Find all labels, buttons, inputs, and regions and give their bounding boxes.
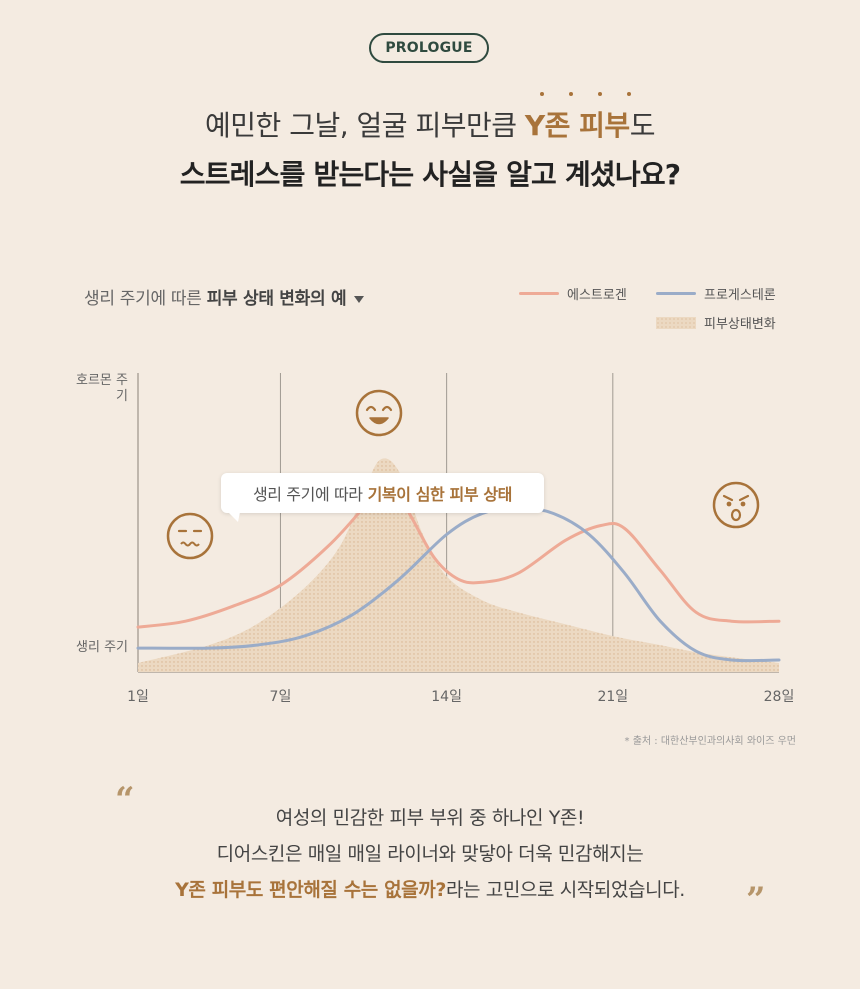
mouth-open [730, 508, 742, 522]
legend-skin: 피부상태변화 [656, 313, 776, 332]
headline-line2: 스트레스를 받는다는 사실을 알고 계셨나요? [179, 158, 681, 191]
eye-left [726, 501, 732, 507]
quote-line3: Y존 피부도 편안해질 수는 없을까?라는 고민으로 시작되었습니다. [0, 872, 860, 908]
estrogen-line [136, 476, 781, 629]
x-tick-label: 21일 [597, 689, 629, 705]
angry-face-icon-outline [712, 481, 760, 529]
quote-block: 여성의 민감한 피부 부위 중 하나인 Y존! 디어스킨은 매일 매일 라이너와… [0, 800, 860, 908]
close-quote-icon: ” [746, 880, 766, 920]
x-tick-label: 14일 [431, 689, 462, 705]
quote-line1: 여성의 민감한 피부 부위 중 하나인 Y존! [275, 807, 585, 829]
chart-title-pre: 생리 주기에 따른 [84, 289, 207, 309]
skin-change-area [138, 458, 779, 672]
legend-progesterone-swatch [656, 292, 696, 295]
quote-line3-rest: 라는 고민으로 시작되었습니다. [445, 879, 685, 901]
happy-face-icon-outline [355, 389, 403, 437]
eye-left [365, 405, 377, 412]
dropdown-triangle-icon[interactable] [354, 295, 365, 303]
legend-progesterone: 프로게스테론 [656, 284, 776, 303]
y-label-bottom: 생리 주기 [76, 640, 128, 655]
legend-estrogen: 에스트로겐 [519, 284, 627, 303]
neutral-face-icon-outline [166, 512, 214, 560]
chart-title[interactable]: 생리 주기에 따른 피부 상태 변화의 예 [84, 284, 365, 309]
legend-skin-label: 피부상태변화 [704, 317, 776, 332]
callout-pre: 생리 주기에 따라 [252, 485, 363, 504]
headline-line1-post: 도 [629, 109, 656, 142]
eye-right [740, 501, 746, 507]
open-quote-icon: “ [115, 780, 135, 820]
emphasis-dots [532, 92, 642, 100]
x-tick-label: 28일 [763, 689, 795, 705]
headline-line1-pre: 예민한 그날, 얼굴 피부만큼 [205, 109, 525, 142]
brow-right [738, 494, 750, 502]
quote-line2: 디어스킨은 매일 매일 라이너와 맞닿아 더욱 민감해지는 [216, 843, 644, 865]
legend-skin-swatch [656, 316, 696, 329]
chart-title-bold: 피부 상태 변화의 예 [206, 289, 347, 309]
legend-progesterone-label: 프로게스테론 [704, 288, 776, 303]
x-tick-label: 7일 [269, 689, 292, 705]
callout-tail [228, 512, 240, 522]
eye-right [381, 405, 393, 412]
happy-face-icon [355, 389, 403, 437]
mouth-wavy [180, 541, 200, 547]
x-tick-label: 1일 [127, 689, 149, 705]
headline-line1: 예민한 그날, 얼굴 피부만큼 Y존 피부도 [0, 104, 860, 144]
headline-highlight: Y존 피부 [524, 109, 630, 142]
y-label-top: 호르몬 주기 [76, 373, 128, 404]
angry-face-icon [712, 481, 760, 529]
quote-line3-bold: Y존 피부도 편안해질 수는 없을까? [175, 879, 446, 901]
brow-left [722, 494, 734, 502]
legend-estrogen-swatch [519, 292, 559, 295]
legend-estrogen-label: 에스트로겐 [567, 288, 627, 303]
mouth-smile [369, 417, 389, 425]
prologue-badge: PROLOGUE [369, 33, 489, 63]
callout-bold: 기복이 심한 피부 상태 [367, 485, 513, 504]
skin-state-callout: 생리 주기에 따라 기복이 심한 피부 상태 [221, 473, 544, 522]
neutral-face-icon [166, 512, 214, 560]
source-note: * 출처 : 대한산부인과의사회 와이즈 우먼 [624, 736, 796, 747]
